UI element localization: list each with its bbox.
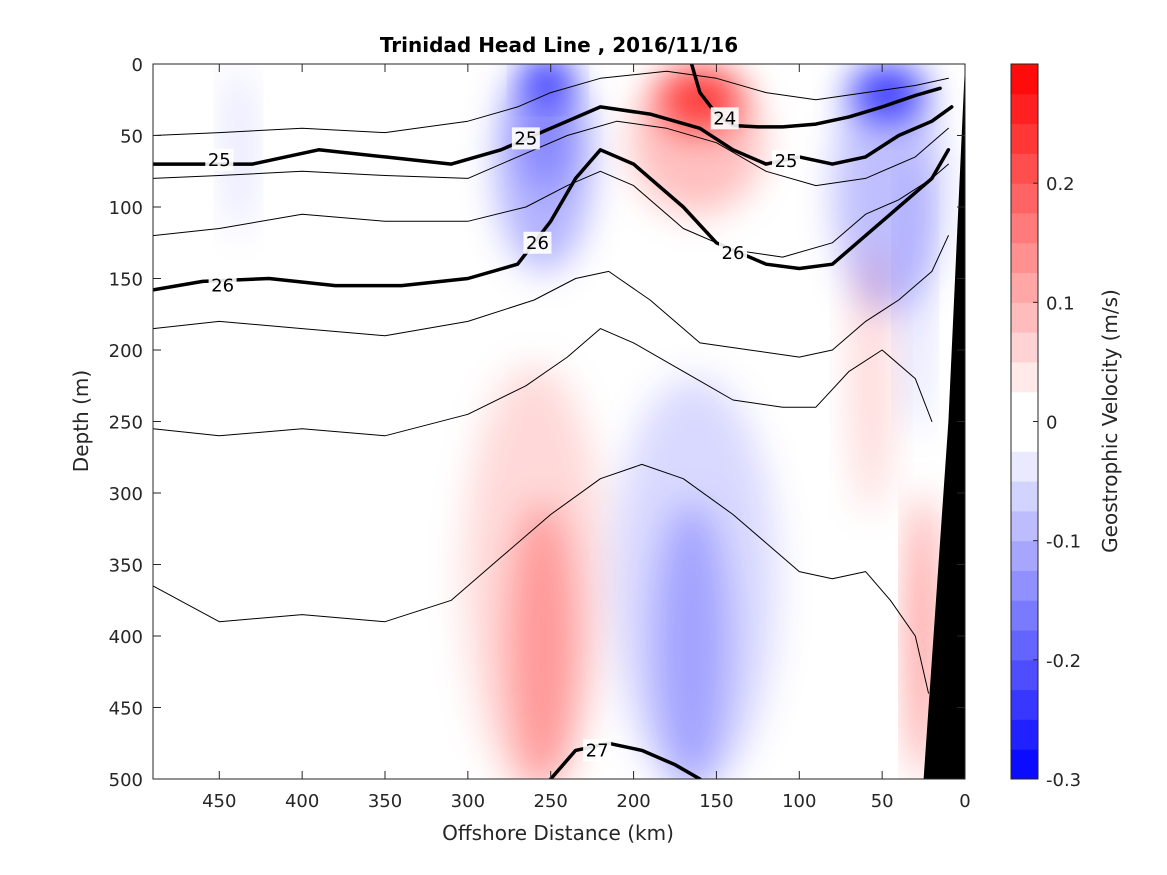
x-tick-label: 250 [534,791,568,812]
x-tick-label: 350 [368,791,402,812]
colorbar-swatch [1011,510,1038,542]
isopycnal-line-6 [153,163,949,258]
y-tick-label: 400 [109,627,143,648]
contour-label-2: 25 [514,128,537,149]
colorbar-swatch [1011,183,1038,214]
isopycnal-26 [153,148,951,292]
colorbar-swatch [1011,540,1038,571]
x-axis-label: Offshore Distance (km) [442,821,674,845]
contour-label-6: 26 [722,243,745,264]
contour-label-bg-0 [710,107,739,130]
colorbar-tick-label: -0.2 [1046,651,1081,672]
velocity-patch-neg-2 [527,64,569,99]
colorbar-tick-label: 0.1 [1046,293,1075,314]
colorbar-swatch [1011,749,1038,780]
x-tick-label: 450 [202,791,236,812]
colorbar-tick-label: 0 [1046,413,1057,434]
y-axis-label: Depth (m) [69,370,93,472]
isopycnal-25 [153,105,954,166]
isopycnal-contours [153,64,954,779]
contour-label-7: 27 [586,740,609,761]
contour-label-bg-7 [583,739,612,762]
colorbar-swatch [1011,332,1038,363]
isopycnal-line-9 [153,463,929,694]
colorbar-swatch [1011,242,1038,274]
contour-label-bg-5 [523,231,552,254]
colorbar-tick-label: -0.3 [1046,770,1081,791]
x-tick-label: 400 [285,791,319,812]
y-tick-label: 200 [109,341,143,362]
velocity-patch-pos-13 [910,493,935,779]
colorbar-swatch [1011,123,1038,154]
colorbar-swatch [1011,93,1038,125]
colorbar-swatch [1011,719,1038,750]
colorbar-label: Geostrophic Velocity (m/s) [1098,289,1122,553]
contour-label-5: 26 [526,233,549,254]
colorbar-swatch [1011,689,1038,720]
velocity-patch-pos-9 [509,502,576,779]
colorbar-swatch [1011,153,1038,184]
colorbar-swatch [1011,659,1038,691]
contour-label-4: 26 [211,276,234,297]
colorbar-swatch [1011,481,1038,512]
isopycnal-27 [548,741,702,779]
colorbar-swatch [1011,421,1038,452]
contour-label-bg-6 [719,241,747,264]
colorbar-swatch [1011,570,1038,601]
chart-title: Trinidad Head Line , 2016/11/16 [380,33,738,57]
velocity-patch-neg-6 [850,64,925,122]
isopycnal-line-5 [153,120,949,187]
colorbar-swatch [1011,600,1038,631]
contour-label-0: 24 [713,108,736,129]
y-tick-label: 50 [120,127,143,148]
isopycnal-line-7 [153,235,949,358]
velocity-patch-neg-1 [518,64,575,191]
velocity-patch-neg-7 [226,64,252,236]
x-tick-label: 0 [959,791,970,812]
bathymetry [923,64,965,779]
colorbar-swatch [1011,630,1038,661]
contour-label-3: 25 [775,151,798,172]
contour-label-1: 25 [208,150,231,171]
contour-label-bg-3 [772,150,801,173]
y-tick-label: 150 [109,270,143,291]
colorbar-swatch [1011,391,1038,422]
y-tick-label: 300 [109,484,143,505]
bathymetry-shape [923,64,965,779]
x-tick-label: 100 [782,791,816,812]
colorbar-ticks: 0.2 0.1 0 -0.1 -0.2 -0.3 [1033,174,1081,791]
x-tick-label: 200 [616,791,650,812]
y-axis: 0 50 100 150 200 250 300 350 400 450 500 [109,55,965,791]
x-tick-label: 300 [451,791,485,812]
x-tick-label: 150 [699,791,733,812]
contour-labels: 24 25 25 25 26 26 26 27 [205,107,801,762]
contour-label-bg-4 [208,274,237,297]
y-tick-label: 350 [109,556,143,577]
isopycnal-line-8 [153,328,933,437]
isopycnal-24 [689,64,942,129]
velocity-patch-neg-14 [903,149,928,436]
colorbar-swatch [1011,451,1038,482]
y-tick-label: 100 [109,198,143,219]
colorbar-swatch [1011,212,1038,244]
colorbar-swatch [1011,272,1038,303]
isopycnal-line-4 [153,70,949,136]
colorbar-swatch [1011,302,1038,333]
x-axis: 450 400 350 300 250 200 150 100 50 0 [202,64,971,812]
y-tick-label: 500 [109,770,143,791]
velocity-patch-pos-12 [850,242,892,515]
x-tick-label: 50 [871,791,894,812]
colorbar-tick-label: -0.1 [1046,532,1081,553]
velocity-patch-neg-11 [654,502,729,779]
contour-label-bg-1 [205,148,234,171]
y-tick-label: 0 [132,55,143,76]
colorbar-tick-label: 0.2 [1046,174,1075,195]
colorbar [1011,64,1038,780]
y-tick-label: 250 [109,413,143,434]
colorbar-swatch [1011,64,1038,95]
contour-label-bg-2 [511,127,540,150]
y-tick-label: 450 [109,699,143,720]
colorbar-swatch [1011,361,1038,393]
